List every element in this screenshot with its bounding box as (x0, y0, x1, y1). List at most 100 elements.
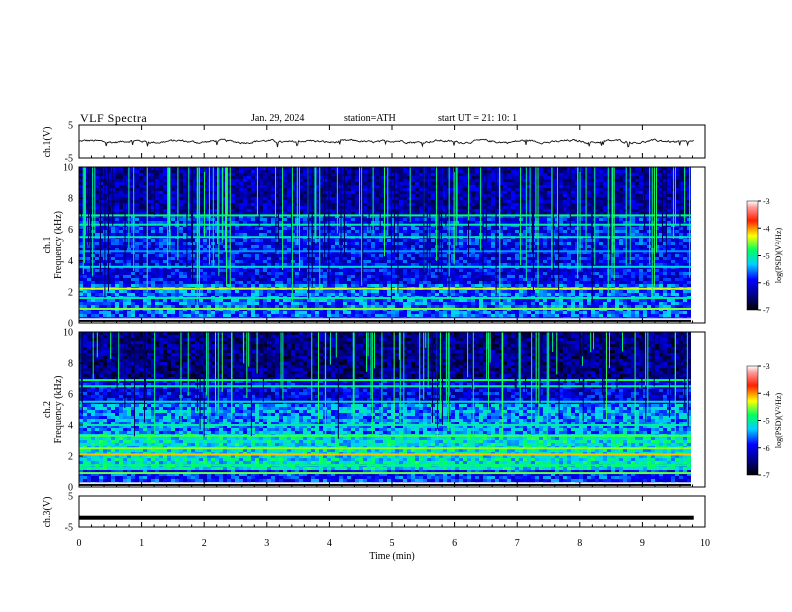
spectral-line (79, 250, 691, 253)
sferic (634, 332, 636, 436)
sferic (206, 332, 208, 396)
sferic (429, 167, 431, 276)
sferic (472, 332, 474, 439)
sferic (117, 332, 119, 359)
sferic (499, 167, 501, 304)
sferic (425, 332, 427, 348)
sferic (186, 167, 188, 268)
sferic (197, 167, 199, 276)
spectral-line (79, 447, 691, 450)
sferic (315, 167, 317, 244)
sferic (248, 332, 250, 367)
sferic (198, 167, 200, 299)
sferic (361, 167, 363, 286)
sferic (167, 167, 169, 266)
sferic (625, 167, 627, 266)
sferic (337, 332, 339, 439)
sferic (684, 167, 686, 223)
ch1-ylabel: ch.1(V) (42, 127, 53, 158)
sferic (486, 332, 488, 380)
sferic (324, 167, 326, 261)
spectral-line (79, 400, 691, 403)
sferic (290, 167, 292, 260)
sferic (242, 332, 244, 351)
sferic (645, 332, 647, 386)
sferic (426, 167, 428, 273)
ch1-ytick-label: 5 (68, 121, 73, 132)
sferic (605, 332, 607, 421)
sferic (610, 167, 612, 266)
sferic (674, 332, 676, 433)
sferic (477, 332, 479, 364)
spectral-line (79, 472, 691, 475)
x-tick-label: 2 (202, 538, 207, 549)
colorbar-tick-label: -7 (763, 306, 770, 315)
sferic (362, 167, 364, 281)
sferic (154, 332, 156, 435)
sferic (548, 332, 550, 408)
spectrogram-2 (79, 332, 691, 487)
sferic (622, 332, 624, 352)
sferic (221, 167, 223, 243)
sferic (82, 167, 84, 275)
sferic (649, 167, 651, 265)
sferic (467, 332, 469, 378)
sferic (226, 167, 228, 287)
sferic (602, 332, 604, 365)
sferic (423, 332, 425, 400)
colorbar-tick-label: -3 (763, 362, 770, 371)
sferic (387, 167, 389, 236)
sferic (480, 167, 482, 251)
sferic (641, 332, 643, 393)
colorbar-tick-label: -6 (763, 444, 770, 453)
sferic (368, 167, 370, 231)
sferic (217, 167, 219, 245)
spec1-ytick-label: 10 (63, 163, 73, 174)
sferic (280, 332, 282, 389)
sferic (314, 167, 316, 238)
sferic (365, 332, 367, 372)
x-tick-label: 3 (264, 538, 269, 549)
sferic (393, 167, 395, 253)
sferic (613, 167, 615, 281)
sferic (482, 167, 484, 287)
sferic (225, 167, 227, 252)
sferic (520, 167, 522, 266)
sferic (423, 167, 425, 280)
spectral-line (79, 287, 691, 290)
sferic (227, 167, 229, 217)
spec2-ytick-label: 10 (63, 328, 73, 339)
ch3-ytick-label: -5 (65, 523, 73, 534)
sferic (502, 332, 504, 439)
sferic (291, 167, 293, 303)
spec2-ytick-label: 0 (68, 483, 73, 494)
sferic (353, 332, 355, 421)
sferic (144, 332, 146, 388)
sferic (221, 332, 223, 392)
ch3-trace (79, 515, 694, 520)
sferic (328, 167, 330, 285)
sferic (399, 332, 401, 424)
colorbar-tick-label: -5 (763, 252, 770, 261)
sferic (684, 332, 686, 410)
spectral-line (79, 434, 691, 437)
sferic (419, 332, 421, 405)
sferic (385, 332, 387, 357)
ch1-trace (78, 138, 694, 148)
colorbar-tick-label: -3 (763, 197, 770, 206)
sferic (558, 167, 560, 290)
sferic (546, 332, 548, 437)
sferic (616, 332, 618, 393)
sferic (531, 332, 533, 434)
sferic (525, 167, 527, 281)
sferic (453, 167, 455, 265)
sferic (329, 332, 331, 365)
sferic (192, 167, 194, 282)
sferic (468, 167, 470, 221)
sferic (447, 332, 449, 431)
sferic (439, 167, 441, 252)
sferic (144, 332, 146, 423)
sferic (397, 167, 399, 294)
ch1-ytick-label: -5 (65, 154, 73, 165)
spec1-ylabel-channel: ch.1 (42, 237, 53, 254)
